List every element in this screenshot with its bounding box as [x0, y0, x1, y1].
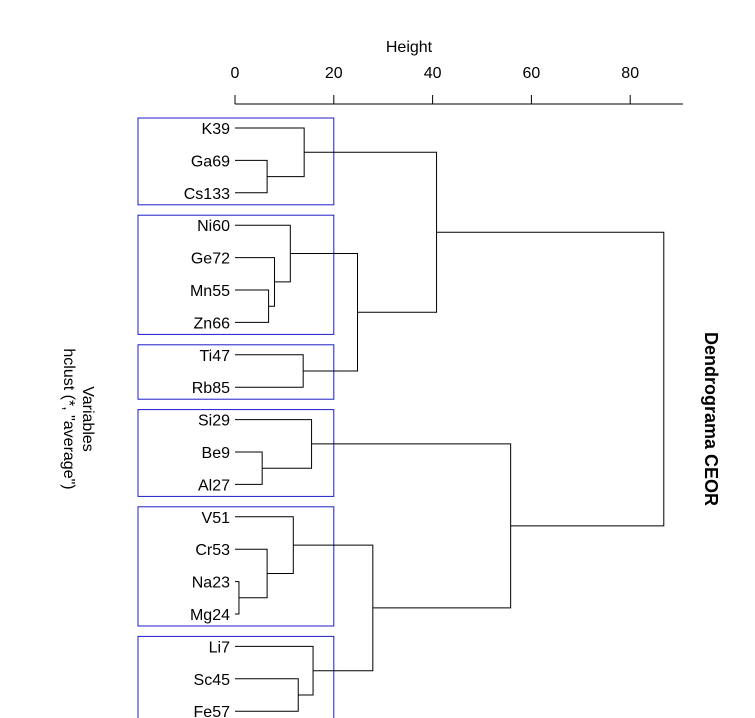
- chart-title: Dendrograma CEOR: [701, 332, 721, 506]
- cluster-box: [137, 344, 335, 400]
- leaf-label: Rb85: [192, 380, 230, 397]
- leaf-label: V51: [202, 510, 231, 527]
- merge-branch: [235, 645, 314, 696]
- axis-tick-label: 80: [621, 65, 639, 82]
- merge-branch: [311, 443, 512, 609]
- axis-tick-label: 60: [523, 65, 541, 82]
- x-axis-label: Height: [386, 39, 433, 56]
- axis-tick-label: 20: [325, 65, 343, 82]
- leaf-label: Mg24: [190, 607, 230, 624]
- merge-branch: [235, 451, 263, 485]
- leaf-label: Mn55: [190, 283, 230, 300]
- merge-branch: [235, 678, 299, 712]
- cluster-box: [137, 409, 335, 497]
- leaf-label: Na23: [192, 575, 230, 592]
- cluster-box: [137, 506, 335, 627]
- dendrogram-branches: [235, 127, 665, 712]
- leaf-label: Sc45: [194, 672, 231, 689]
- leaf-label: Fe57: [194, 704, 231, 718]
- merge-branch: [304, 151, 438, 313]
- axis-tick-label: 0: [231, 65, 240, 82]
- merge-branch: [235, 224, 291, 283]
- height-axis: 0 20 40 60 80: [231, 65, 683, 105]
- merge-branch: [235, 354, 304, 388]
- leaf-label: Zn66: [194, 315, 231, 332]
- merge-branch: [235, 581, 240, 615]
- leaf-label: Cs133: [184, 186, 230, 203]
- cluster-box: [137, 635, 335, 718]
- leaf-label: Si29: [198, 413, 230, 430]
- leaf-label: Ge72: [191, 251, 230, 268]
- leaf-label: K39: [202, 121, 231, 138]
- merge-branch: [293, 544, 374, 672]
- cluster-boxes: [137, 117, 335, 718]
- merge-branch: [290, 253, 359, 372]
- leaf-label: Li7: [209, 639, 230, 656]
- merge-branch: [235, 289, 270, 323]
- leaf-label: Be9: [202, 445, 231, 462]
- merge-branch: [235, 516, 294, 574]
- cluster-box: [137, 214, 335, 335]
- leaf-labels: K39 Ga69 Cs133 Ni60 Ge72 Mn55 Zn66 Ti47 Rb85 Si29…: [184, 121, 230, 718]
- y-axis-label-line2: hclust (*, "average"): [60, 348, 77, 489]
- leaf-label: Ga69: [191, 153, 230, 170]
- merge-branch: [436, 231, 665, 527]
- leaf-label: Ni60: [197, 218, 230, 235]
- cluster-box: [137, 117, 335, 206]
- merge-branch: [235, 419, 313, 469]
- merge-branch: [235, 127, 305, 178]
- merge-branch: [235, 548, 268, 599]
- axis-tick-label: 40: [424, 65, 442, 82]
- merge-branch: [235, 159, 268, 194]
- leaf-label: Cr53: [195, 542, 230, 559]
- leaf-label: Al27: [198, 477, 230, 494]
- y-axis-label-line1: Variables: [79, 386, 96, 452]
- leaf-label: Ti47: [199, 348, 230, 365]
